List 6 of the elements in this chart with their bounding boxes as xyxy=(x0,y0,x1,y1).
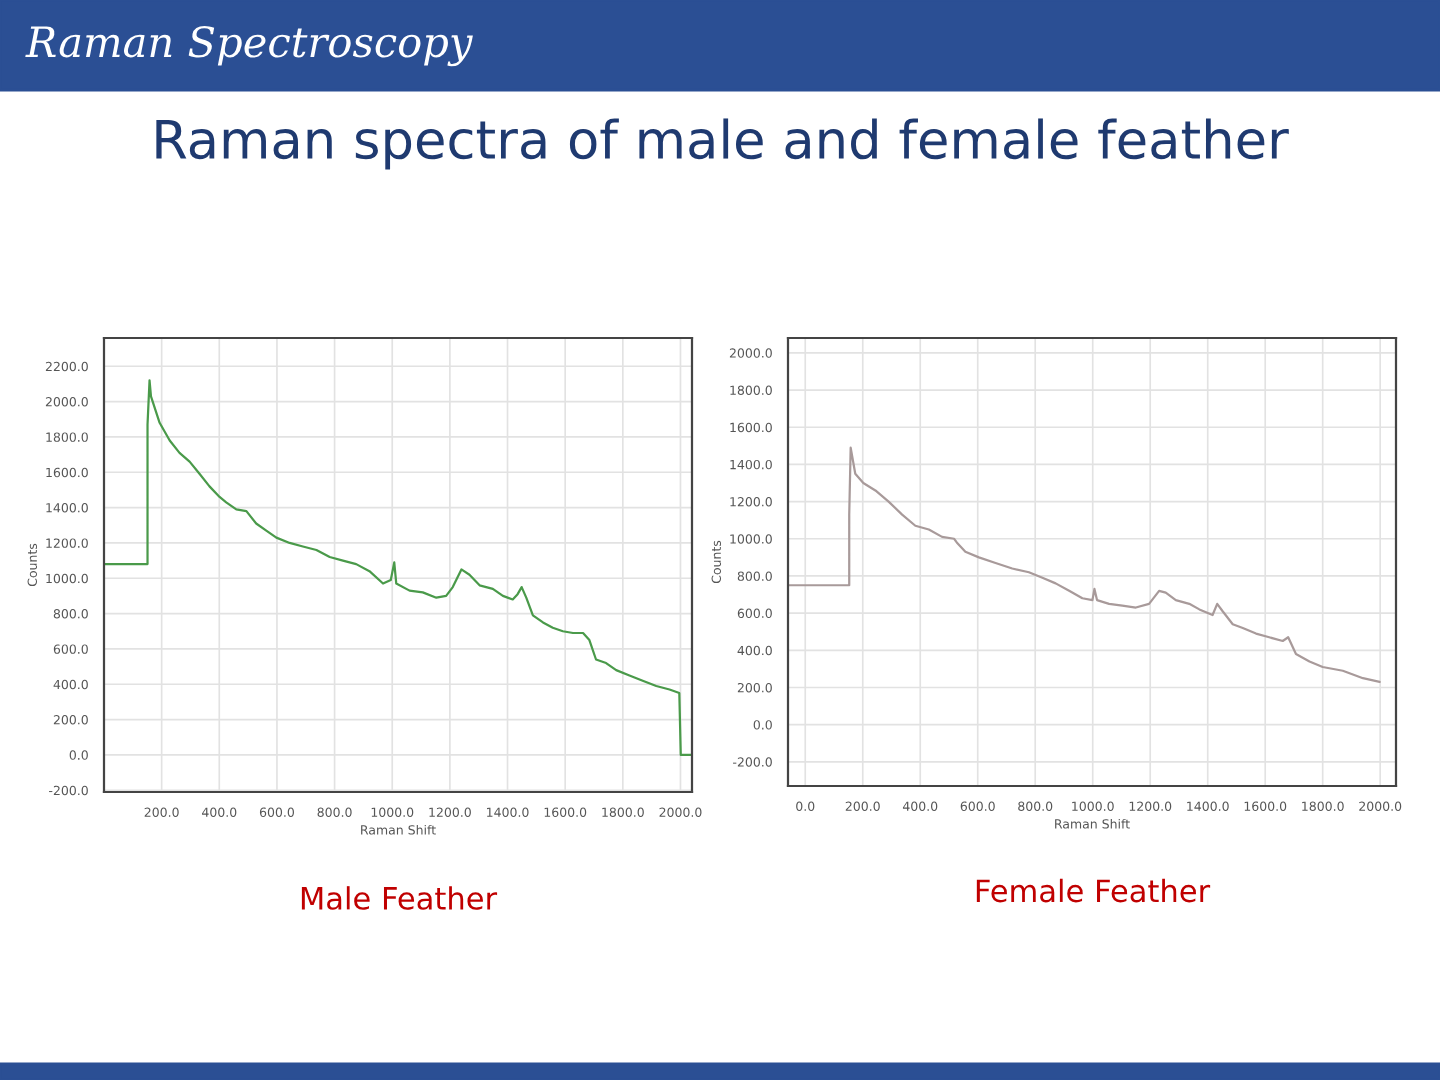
line-series xyxy=(788,446,1381,684)
chart-title: Raman Spectroscopy xyxy=(25,25,473,67)
text: Female Feather xyxy=(976,878,1211,903)
line-series xyxy=(104,379,692,757)
text: Male Feather xyxy=(301,886,498,910)
chart-subtitle: Raman spectra of male and female feather xyxy=(156,118,1289,170)
